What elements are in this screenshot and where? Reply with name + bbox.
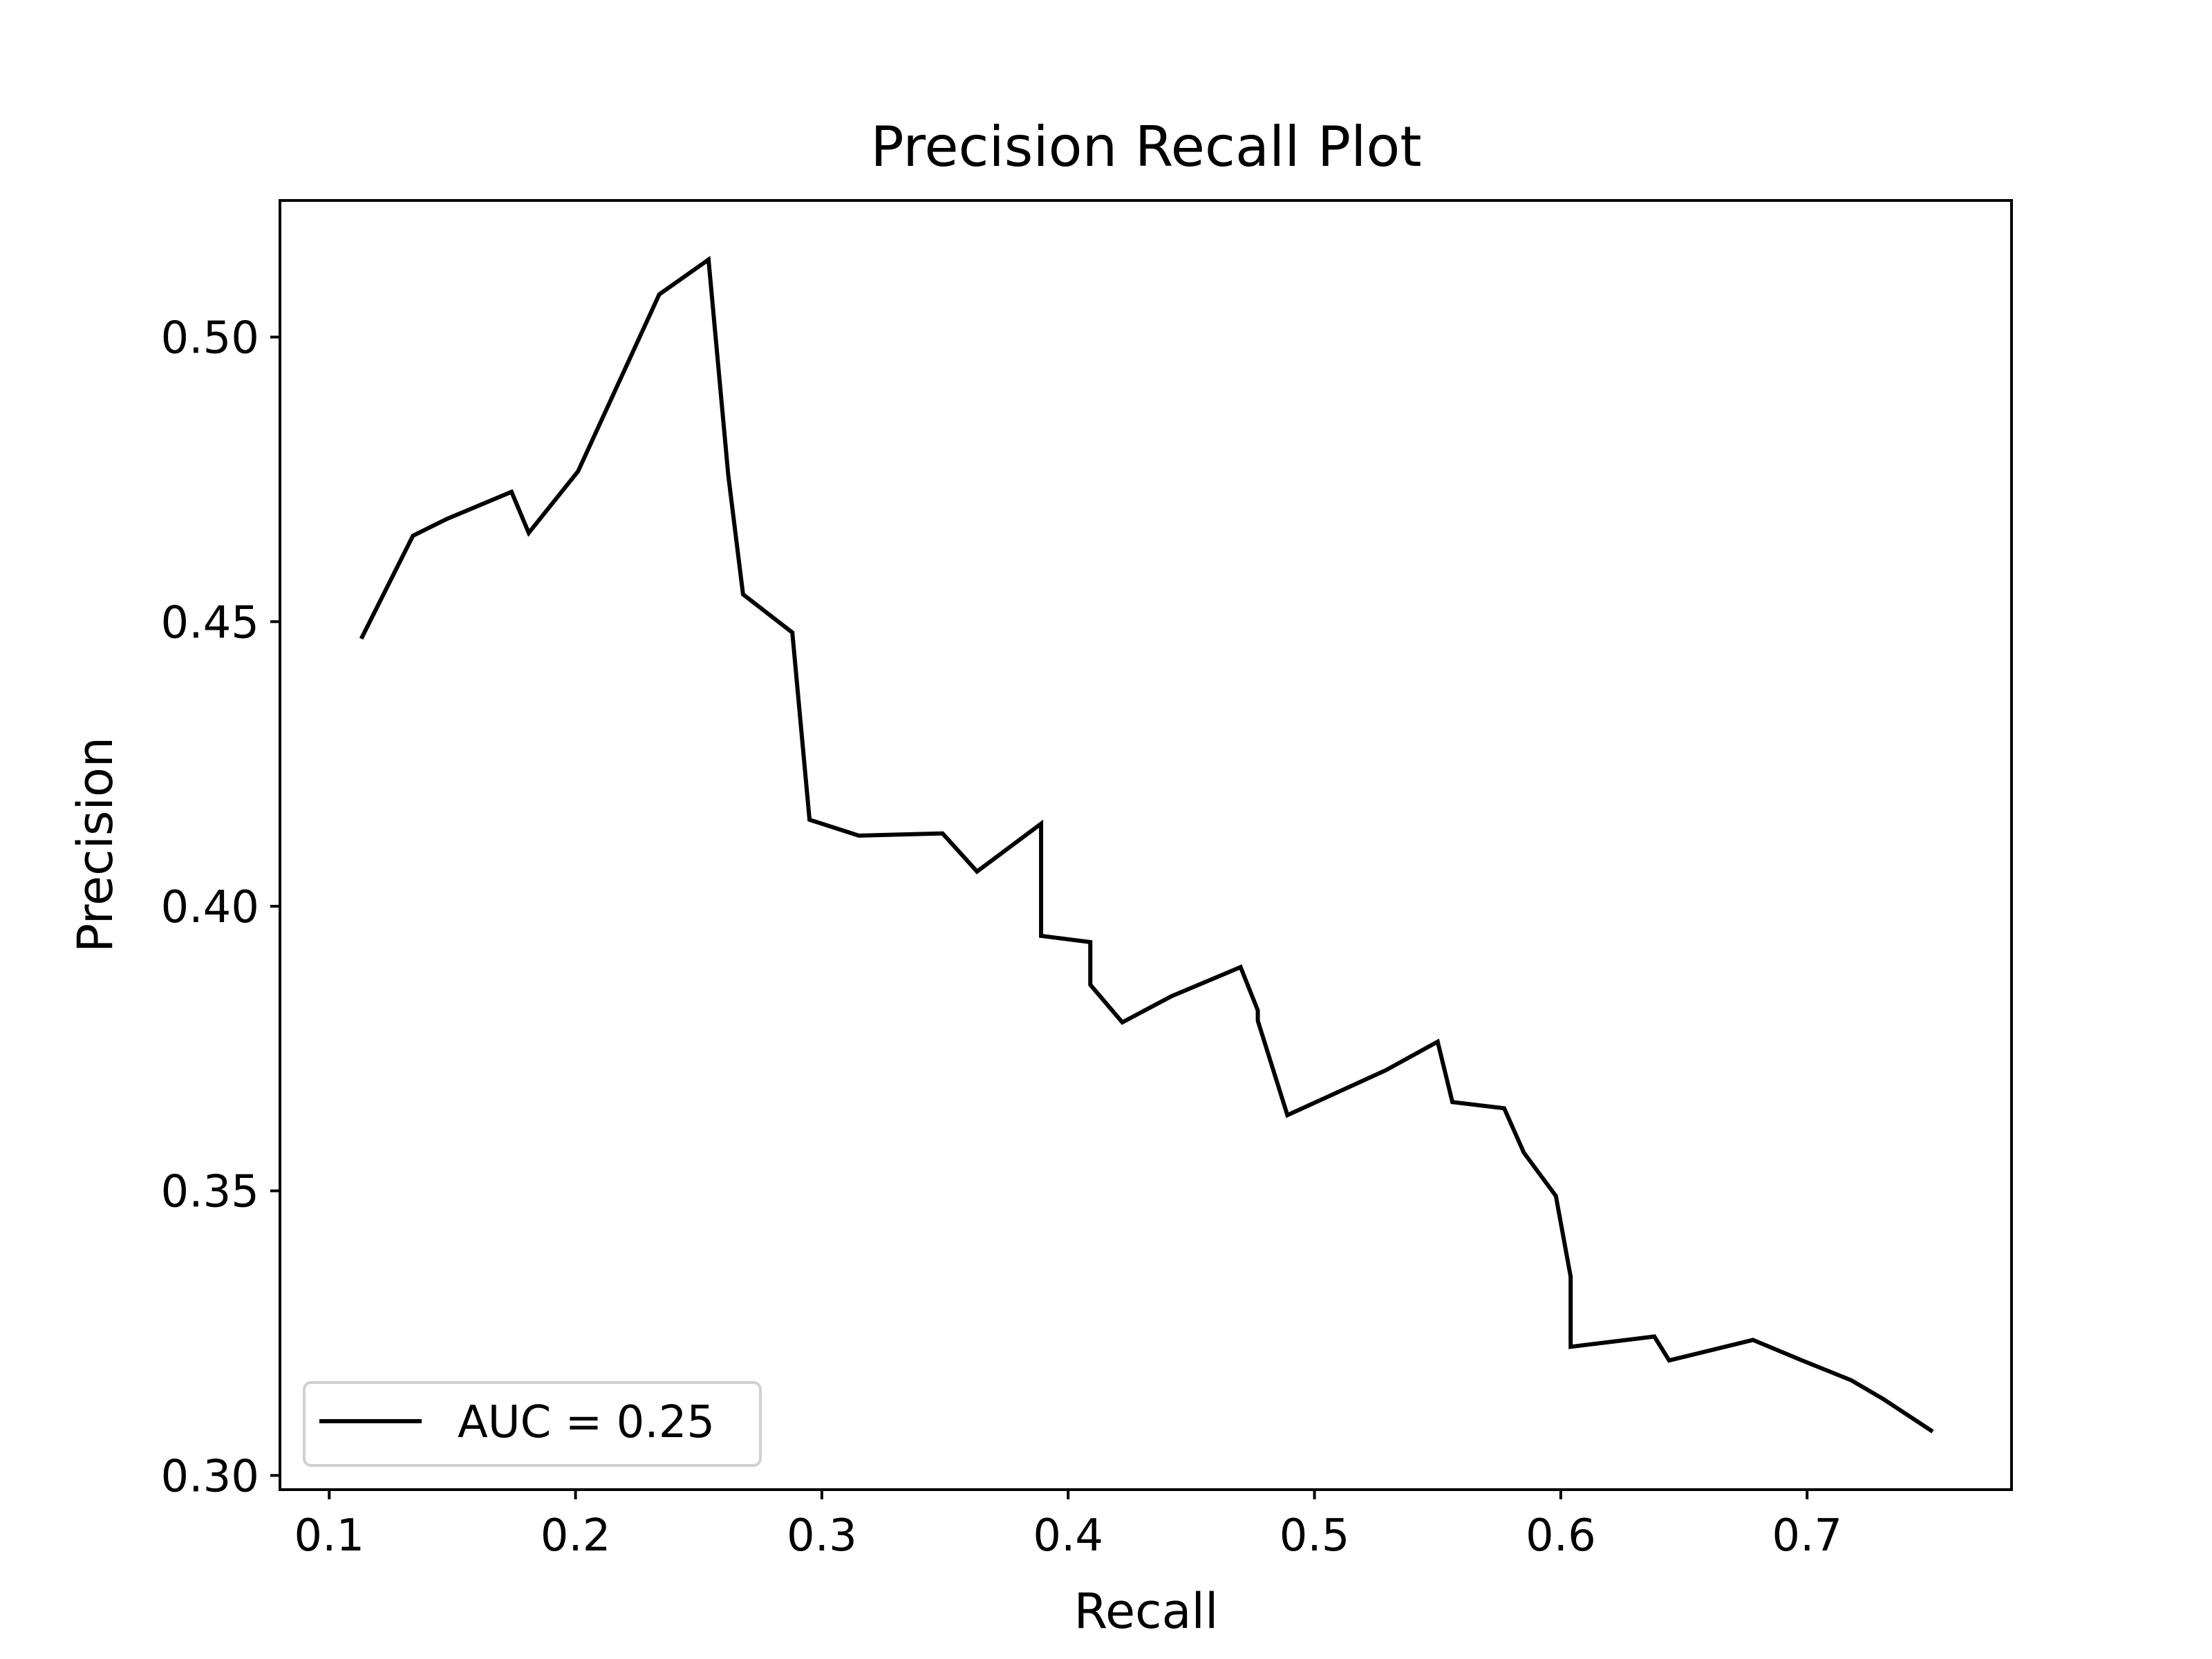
x-tick-label: 0.7 xyxy=(1772,1510,1842,1562)
x-axis-label: Recall xyxy=(1074,1583,1219,1640)
axes-frame xyxy=(279,199,2013,1491)
series-line-0 xyxy=(359,256,1934,1434)
x-axis-ticks: 0.1 0.2 0.3 0.4 0.5 0.6 0.7 xyxy=(294,1490,1842,1562)
chart-title: Precision Recall Plot xyxy=(870,115,1421,179)
legend: AUC = 0.25 xyxy=(303,1381,762,1467)
x-tick-label: 0.4 xyxy=(1033,1510,1103,1562)
x-tick-label: 0.2 xyxy=(541,1510,611,1562)
y-axis-ticks: 0.30 0.35 0.40 0.45 0.50 xyxy=(161,313,280,1502)
y-tick-label: 0.45 xyxy=(161,597,260,648)
x-tick-label: 0.3 xyxy=(787,1510,857,1562)
y-tick-label: 0.30 xyxy=(161,1451,260,1502)
y-tick-label: 0.50 xyxy=(161,313,260,364)
y-tick-label: 0.40 xyxy=(161,882,260,933)
legend-label: AUC = 0.25 xyxy=(458,1397,715,1448)
x-tick-label: 0.1 xyxy=(294,1510,364,1562)
legend-box xyxy=(303,1381,762,1467)
y-tick-label: 0.35 xyxy=(161,1167,260,1218)
x-tick-label: 0.5 xyxy=(1280,1510,1350,1562)
x-tick-label: 0.6 xyxy=(1526,1510,1596,1562)
plot-area xyxy=(359,256,1934,1434)
y-axis-label: Precision xyxy=(67,737,124,953)
